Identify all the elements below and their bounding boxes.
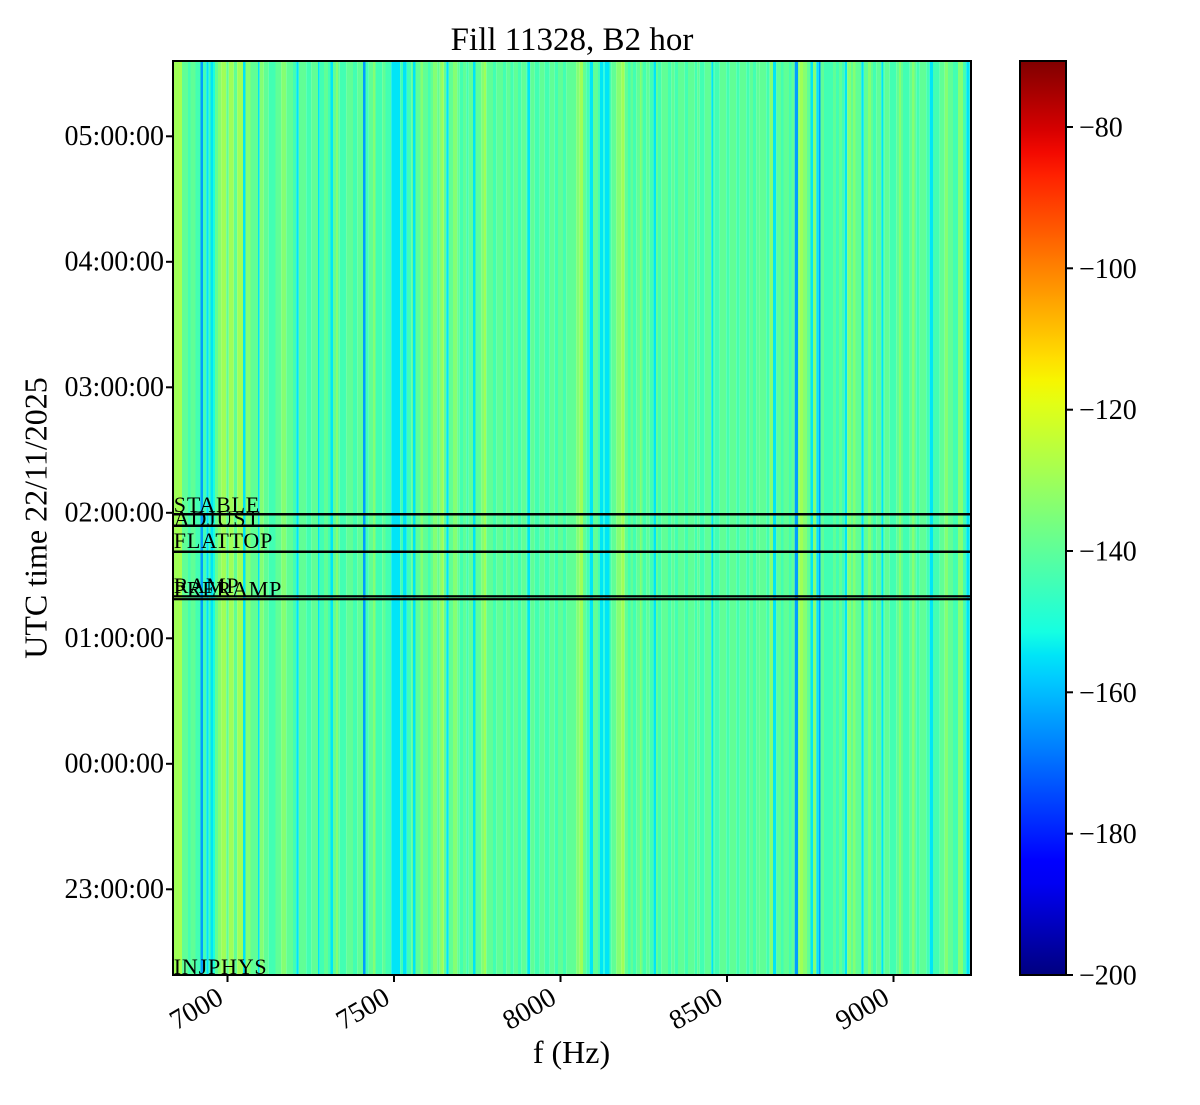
svg-text:UTC time 22/11/2025: UTC time 22/11/2025 xyxy=(18,377,54,658)
svg-text:05:00:00: 05:00:00 xyxy=(64,121,164,152)
svg-text:03:00:00: 03:00:00 xyxy=(64,372,164,403)
svg-text:STABLE: STABLE xyxy=(174,492,260,517)
svg-text:FLATTOP: FLATTOP xyxy=(174,528,273,553)
svg-text:ADJUST: ADJUST xyxy=(174,506,261,531)
svg-text:f (Hz): f (Hz) xyxy=(533,1034,610,1070)
svg-text:00:00:00: 00:00:00 xyxy=(64,748,164,779)
svg-text:23:00:00: 23:00:00 xyxy=(64,874,164,905)
svg-text:PRERAMP: PRERAMP xyxy=(174,577,282,602)
svg-text:−160: −160 xyxy=(1079,678,1137,709)
svg-text:Fill 11328, B2 hor: Fill 11328, B2 hor xyxy=(451,22,694,58)
svg-text:−100: −100 xyxy=(1079,254,1137,285)
svg-text:−180: −180 xyxy=(1079,819,1137,850)
svg-text:04:00:00: 04:00:00 xyxy=(64,246,164,277)
svg-text:RAMP: RAMP xyxy=(174,573,240,598)
svg-text:−80: −80 xyxy=(1079,113,1123,144)
svg-text:−200: −200 xyxy=(1079,961,1137,992)
svg-text:−120: −120 xyxy=(1079,395,1137,426)
svg-text:02:00:00: 02:00:00 xyxy=(64,497,164,528)
svg-text:−140: −140 xyxy=(1079,537,1137,568)
svg-text:01:00:00: 01:00:00 xyxy=(64,623,164,654)
